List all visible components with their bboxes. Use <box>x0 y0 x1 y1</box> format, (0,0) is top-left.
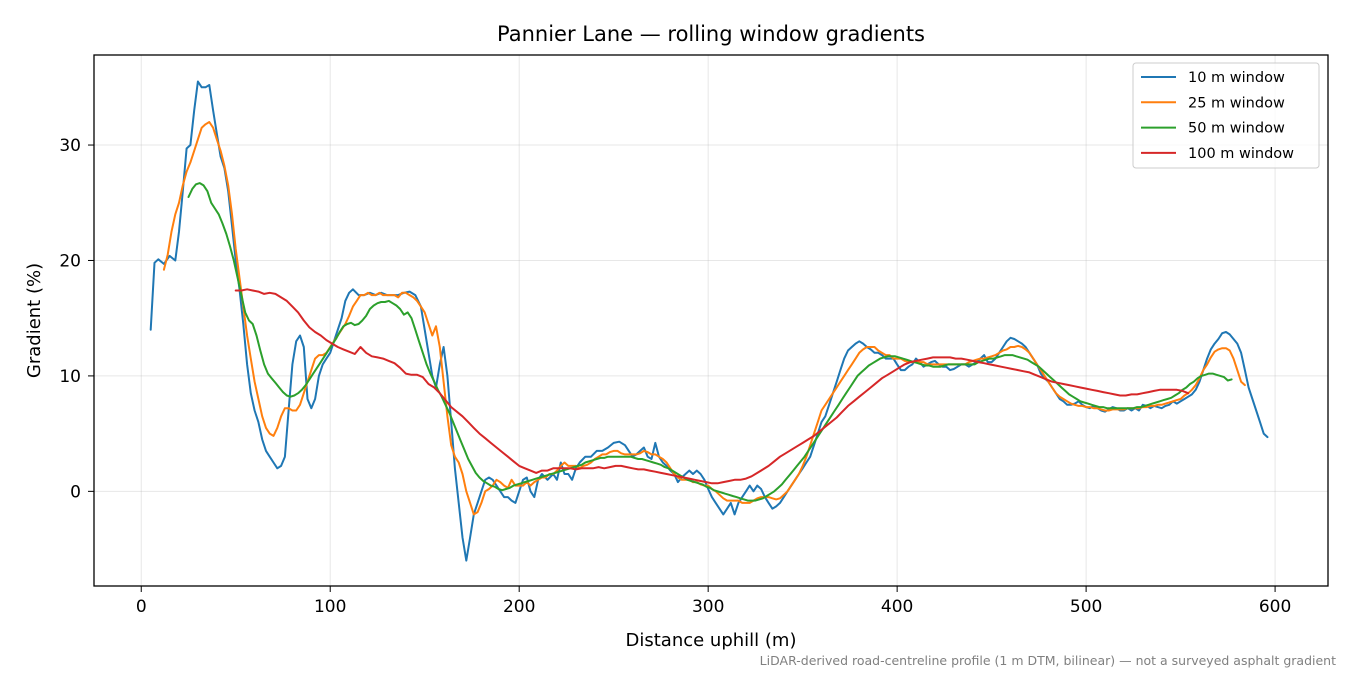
legend-label: 50 m window <box>1188 121 1285 137</box>
x-tick-label: 400 <box>881 597 913 617</box>
grid <box>94 55 1328 586</box>
x-axis-ticks: 0 100 200 300 400 500 600 <box>136 586 1291 617</box>
legend-label: 25 m window <box>1188 95 1285 111</box>
chart-title: Pannier Lane — rolling window gradients <box>497 22 925 46</box>
legend-label: 10 m window <box>1188 70 1285 86</box>
y-tick-label: 20 <box>59 251 81 271</box>
y-tick-label: 30 <box>59 136 81 156</box>
series-layer <box>149 80 1269 562</box>
legend: 10 m window 25 m window 50 m window 100 m w… <box>1132 62 1320 169</box>
x-tick-label: 600 <box>1259 597 1291 617</box>
legend-box <box>1132 62 1320 169</box>
series-line-100-m-window <box>234 288 1190 485</box>
y-tick-label: 0 <box>70 482 81 502</box>
series-line-50-m-window <box>187 182 1233 502</box>
x-tick-label: 100 <box>314 597 346 617</box>
footnote: LiDAR-derived road-centreline profile (1… <box>760 653 1336 668</box>
x-tick-label: 300 <box>692 597 724 617</box>
x-tick-label: 500 <box>1070 597 1102 617</box>
y-tick-label: 10 <box>59 367 81 387</box>
y-axis-ticks: 0 10 20 30 <box>59 136 94 502</box>
x-axis-label: Distance uphill (m) <box>626 630 797 651</box>
y-axis-label: Gradient (%) <box>24 263 45 378</box>
x-tick-label: 200 <box>503 597 535 617</box>
plot-frame <box>93 54 1329 587</box>
series-line-10-m-window <box>149 80 1269 562</box>
legend-label: 100 m window <box>1188 146 1294 162</box>
x-tick-label: 0 <box>136 597 147 617</box>
